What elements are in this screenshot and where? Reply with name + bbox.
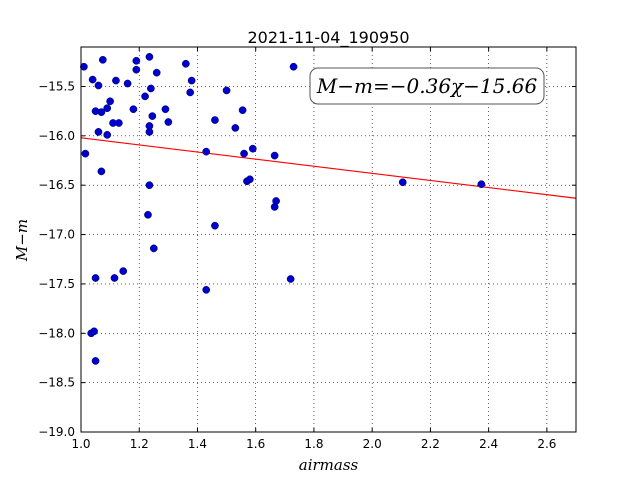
- annotation-text: M−m=−0.36χ−15.66: [316, 74, 538, 98]
- data-point: [147, 84, 155, 93]
- data-point: [94, 81, 103, 90]
- data-point: [106, 97, 114, 106]
- data-point: [80, 62, 88, 71]
- data-point: [123, 79, 132, 88]
- x-tick-label: 1.2: [130, 437, 149, 451]
- data-point: [248, 144, 257, 153]
- y-tick-label: −17.0: [38, 228, 75, 242]
- y-tick-label: −16.0: [38, 129, 75, 143]
- chart-title: 2021-11-04_190950: [247, 28, 409, 48]
- y-axis-ticks: −15.5 −16.0 −16.5 −17.0 −17.5 −18.0 −18.5 −19.0: [38, 79, 576, 439]
- data-point: [187, 76, 196, 85]
- data-point: [141, 92, 149, 101]
- data-point: [211, 221, 219, 230]
- x-axis-label: airmass: [299, 456, 359, 474]
- data-point: [129, 105, 138, 114]
- data-point: [240, 149, 248, 158]
- data-point: [270, 151, 279, 160]
- data-point: [152, 68, 161, 77]
- data-point: [477, 180, 486, 189]
- plot-frame: [80, 46, 577, 433]
- y-tick-label: −18.5: [38, 376, 75, 390]
- data-point: [222, 86, 231, 95]
- data-point: [272, 197, 280, 205]
- data-point: [149, 244, 158, 253]
- data-point: [202, 147, 211, 156]
- data-point: [115, 119, 123, 127]
- data-points: [80, 53, 486, 365]
- data-point: [145, 122, 154, 130]
- data-point: [144, 210, 152, 219]
- data-point: [202, 285, 211, 294]
- data-point: [161, 105, 170, 114]
- data-point: [103, 104, 112, 113]
- x-tick-label: 2.6: [537, 437, 556, 451]
- y-tick-label: −18.0: [38, 326, 75, 340]
- x-axis-ticks: 1.0 1.2 1.4 1.6 1.8 2.0 2.2 2.4 2.6: [71, 47, 556, 451]
- y-tick-label: −17.5: [38, 277, 75, 291]
- data-point: [286, 275, 295, 283]
- plot-background: [81, 47, 576, 432]
- x-tick-label: 1.6: [246, 437, 265, 451]
- data-point: [132, 56, 141, 65]
- data-point: [246, 175, 254, 184]
- data-point: [148, 112, 157, 120]
- data-point: [88, 75, 97, 84]
- data-point: [145, 53, 154, 61]
- data-point: [112, 76, 120, 85]
- data-point: [132, 65, 141, 74]
- fit-line-group: [80, 137, 577, 199]
- data-point: [231, 124, 240, 132]
- y-tick-label: −16.5: [38, 178, 75, 192]
- data-point: [94, 128, 103, 136]
- data-point: [211, 116, 219, 124]
- data-point: [186, 88, 195, 97]
- data-point: [97, 167, 106, 176]
- data-point: [97, 108, 106, 117]
- y-tick-label: −15.5: [38, 79, 75, 93]
- y-axis-label: M−m: [13, 219, 31, 262]
- data-point: [98, 55, 107, 64]
- y-tick-label: −19.0: [38, 425, 75, 439]
- fit-line: [80, 137, 577, 199]
- data-point: [398, 178, 407, 187]
- data-point: [145, 181, 154, 190]
- data-point: [90, 327, 98, 336]
- data-point: [81, 149, 90, 158]
- equation-annotation: M−m=−0.36χ−15.66: [309, 67, 545, 105]
- x-tick-label: 2.4: [479, 437, 498, 451]
- x-tick-label: 1.4: [188, 437, 207, 451]
- data-point: [238, 106, 247, 115]
- data-point: [110, 274, 119, 282]
- data-point: [103, 131, 112, 139]
- data-point: [119, 267, 128, 275]
- data-point: [181, 59, 190, 68]
- data-point: [91, 274, 100, 282]
- annotation-box: [309, 67, 545, 105]
- x-tick-label: 1.8: [304, 437, 323, 451]
- x-tick-label: 2.0: [363, 437, 382, 451]
- data-point: [91, 357, 100, 365]
- data-point: [289, 62, 298, 71]
- data-point: [164, 118, 173, 126]
- x-tick-label: 2.2: [421, 437, 440, 451]
- x-tick-label: 1.0: [71, 437, 90, 451]
